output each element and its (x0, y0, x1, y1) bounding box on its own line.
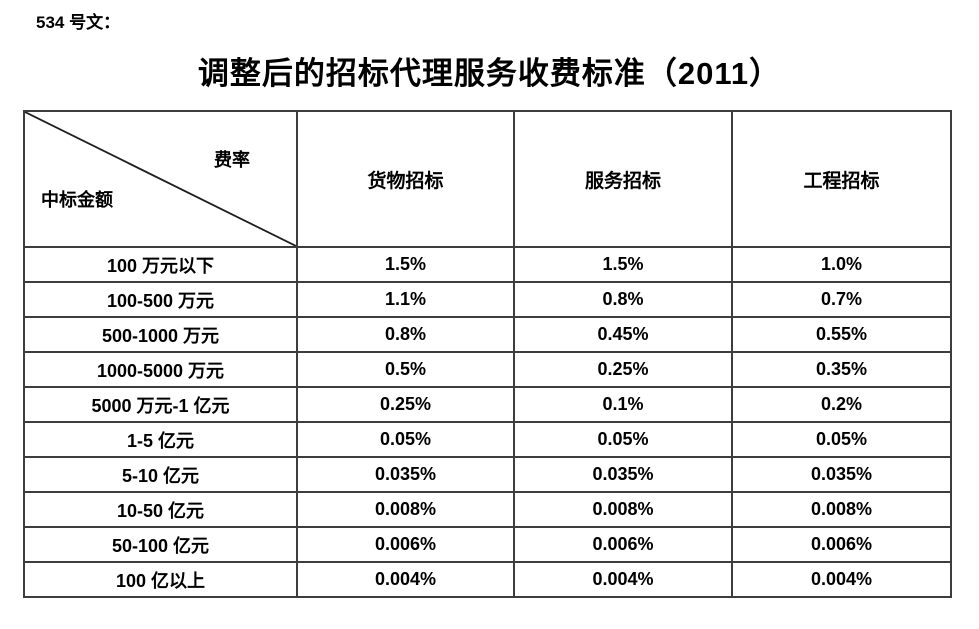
rate-cell: 0.05% (513, 421, 733, 458)
rate-cell: 1.1% (296, 281, 515, 318)
rate-cell: 0.1% (513, 386, 733, 423)
rate-cell: 0.035% (731, 456, 952, 493)
rate-cell: 1.5% (296, 246, 515, 283)
diagonal-divider-line (25, 112, 296, 246)
row-label: 100-500 万元 (23, 281, 298, 318)
rate-cell: 0.8% (513, 281, 733, 318)
rate-cell: 1.0% (731, 246, 952, 283)
table-header-row: 费率 中标金额 货物招标 服务招标 工程招标 (23, 110, 952, 248)
row-label: 100 亿以上 (23, 561, 298, 598)
table-row: 5-10 亿元 0.035% 0.035% 0.035% (23, 456, 952, 493)
corner-label-amount: 中标金额 (41, 190, 113, 210)
rate-cell: 0.05% (731, 421, 952, 458)
doc-number-label: 534 号文： (36, 13, 121, 32)
rate-cell: 0.35% (731, 351, 952, 388)
rate-cell: 0.004% (513, 561, 733, 598)
row-label: 1000-5000 万元 (23, 351, 298, 388)
rate-cell: 0.8% (296, 316, 515, 353)
table-row: 5000 万元-1 亿元 0.25% 0.1% 0.2% (23, 386, 952, 423)
rate-cell: 0.006% (731, 526, 952, 563)
rate-cell: 0.55% (731, 316, 952, 353)
column-header-engineering: 工程招标 (731, 110, 952, 248)
corner-label-rate: 费率 (214, 150, 250, 170)
row-label: 5000 万元-1 亿元 (23, 386, 298, 423)
column-header-services: 服务招标 (513, 110, 733, 248)
rate-cell: 0.008% (296, 491, 515, 528)
row-label: 10-50 亿元 (23, 491, 298, 528)
table-row: 500-1000 万元 0.8% 0.45% 0.55% (23, 316, 952, 353)
table-row: 1-5 亿元 0.05% 0.05% 0.05% (23, 421, 952, 458)
rate-cell: 0.006% (513, 526, 733, 563)
rate-cell: 0.008% (513, 491, 733, 528)
corner-header-cell: 费率 中标金额 (23, 110, 298, 248)
rate-cell: 0.035% (513, 456, 733, 493)
rate-cell: 0.05% (296, 421, 515, 458)
rate-cell: 0.25% (513, 351, 733, 388)
rate-cell: 0.008% (731, 491, 952, 528)
table-row: 100-500 万元 1.1% 0.8% 0.7% (23, 281, 952, 318)
row-label: 5-10 亿元 (23, 456, 298, 493)
fee-table-body: 100 万元以下 1.5% 1.5% 1.0% 100-500 万元 1.1% 0.8% 0.… (23, 246, 952, 598)
table-row: 100 万元以下 1.5% 1.5% 1.0% (23, 246, 952, 283)
rate-cell: 0.006% (296, 526, 515, 563)
row-label: 50-100 亿元 (23, 526, 298, 563)
rate-cell: 0.7% (731, 281, 952, 318)
rate-cell: 0.25% (296, 386, 515, 423)
rate-cell: 0.2% (731, 386, 952, 423)
rate-cell: 1.5% (513, 246, 733, 283)
row-label: 100 万元以下 (23, 246, 298, 283)
table-row: 1000-5000 万元 0.5% 0.25% 0.35% (23, 351, 952, 388)
table-row: 100 亿以上 0.004% 0.004% 0.004% (23, 561, 952, 598)
column-header-goods: 货物招标 (296, 110, 515, 248)
page-title: 调整后的招标代理服务收费标准（2011） (197, 56, 782, 91)
table-row: 10-50 亿元 0.008% 0.008% 0.008% (23, 491, 952, 528)
fee-rate-table: 费率 中标金额 货物招标 服务招标 工程招标 100 万元以下 1.5% 1.5% 1… (23, 110, 952, 598)
row-label: 1-5 亿元 (23, 421, 298, 458)
table-row: 50-100 亿元 0.006% 0.006% 0.006% (23, 526, 952, 563)
rate-cell: 0.5% (296, 351, 515, 388)
rate-cell: 0.004% (296, 561, 515, 598)
rate-cell: 0.035% (296, 456, 515, 493)
rate-cell: 0.45% (513, 316, 733, 353)
rate-cell: 0.004% (731, 561, 952, 598)
row-label: 500-1000 万元 (23, 316, 298, 353)
